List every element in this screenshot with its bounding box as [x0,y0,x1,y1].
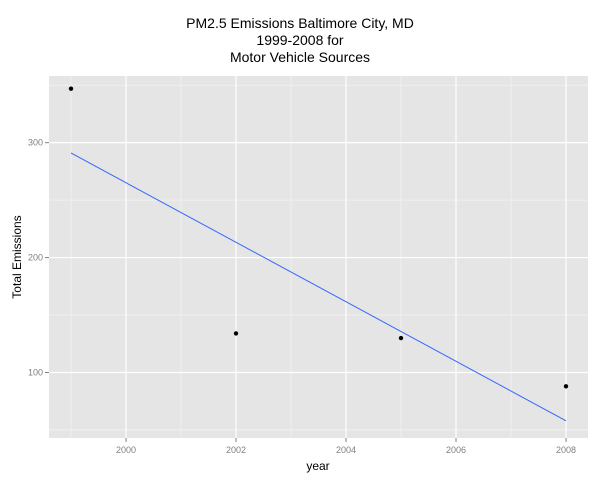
data-point [68,86,74,91]
y-tick-label: 100 [28,367,43,377]
data-point [233,331,239,336]
x-axis-label: year [306,459,329,473]
x-tick-label: 2000 [116,445,136,455]
x-tick-label: 2004 [336,445,356,455]
chart-title-line-1: PM2.5 Emissions Baltimore City, MD [186,15,414,31]
y-axis-label: Total Emissions [10,215,24,298]
trend-line [70,152,567,422]
chart-title-line-3: Motor Vehicle Sources [229,49,371,65]
chart-title-line-2: 1999-2008 for [256,32,344,48]
major-gridlines [49,76,588,438]
data-point [563,384,569,389]
x-tick-label: 2006 [446,445,466,455]
data-point [398,335,404,341]
x-tick-label: 2002 [226,445,246,455]
y-tick-label: 300 [28,138,43,148]
x-tick-label: 2008 [556,445,576,455]
data-points [68,86,569,389]
y-axis: 100 200 300 [28,138,49,377]
x-axis: 2000 2002 2004 2006 2008 [116,438,576,455]
y-tick-label: 200 [28,253,43,263]
